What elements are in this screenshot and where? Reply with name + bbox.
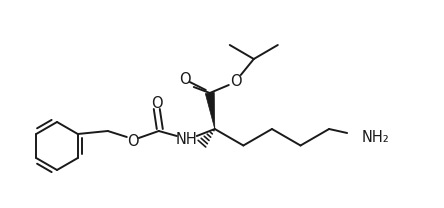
Text: O: O <box>127 134 139 149</box>
Text: O: O <box>151 95 163 110</box>
Text: NH: NH <box>176 131 198 146</box>
Text: O: O <box>179 72 190 87</box>
Polygon shape <box>205 92 215 129</box>
Text: O: O <box>230 73 242 88</box>
Text: NH₂: NH₂ <box>362 130 390 145</box>
